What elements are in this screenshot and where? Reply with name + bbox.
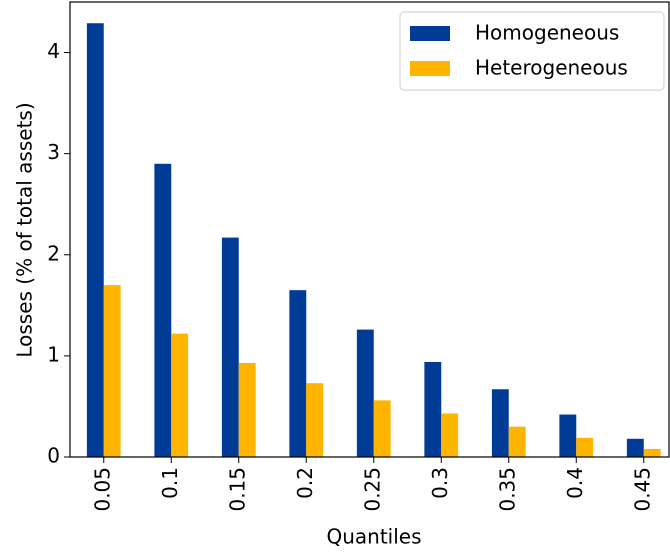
- bar: [306, 383, 324, 457]
- bar: [171, 333, 189, 457]
- bar: [441, 413, 459, 457]
- bar: [626, 438, 644, 457]
- legend-label: Heterogeneous: [475, 56, 628, 80]
- legend-label: Homogeneous: [475, 21, 619, 45]
- x-tick-label: 0.05: [90, 467, 114, 512]
- x-tick-label: 0.45: [630, 467, 654, 512]
- bar: [238, 362, 256, 457]
- x-tick-label: 0.1: [158, 467, 182, 499]
- bar: [289, 290, 307, 457]
- legend-swatch: [410, 26, 450, 41]
- bar: [154, 163, 172, 457]
- y-tick-label: 3: [47, 140, 60, 164]
- bar: [103, 285, 121, 457]
- y-tick-label: 1: [47, 342, 60, 366]
- x-tick-label: 0.15: [225, 467, 249, 512]
- y-tick-label: 2: [47, 241, 60, 265]
- bar: [221, 237, 239, 457]
- bar: [373, 400, 391, 457]
- y-tick-label: 4: [47, 39, 60, 63]
- legend-box: [399, 11, 665, 91]
- bar: [356, 329, 374, 457]
- legend-swatch: [410, 61, 450, 76]
- bar: [86, 23, 104, 457]
- bar: [508, 426, 526, 457]
- x-axis-label: Quantiles: [326, 525, 421, 549]
- bar: [643, 448, 661, 457]
- x-tick-label: 0.25: [360, 467, 384, 512]
- bar: [576, 437, 594, 457]
- x-tick-label: 0.4: [563, 467, 587, 499]
- plot-frame: [69, 1, 670, 458]
- bar: [559, 414, 577, 457]
- bars: [86, 23, 661, 457]
- bar: [424, 361, 442, 457]
- bar: [491, 389, 509, 457]
- x-tick-label: 0.3: [428, 467, 452, 499]
- x-tick-label: 0.35: [495, 467, 519, 512]
- y-axis-label: Losses (% of total assets): [13, 102, 37, 357]
- x-tick-label: 0.2: [293, 467, 317, 499]
- y-tick-label: 0: [47, 444, 60, 468]
